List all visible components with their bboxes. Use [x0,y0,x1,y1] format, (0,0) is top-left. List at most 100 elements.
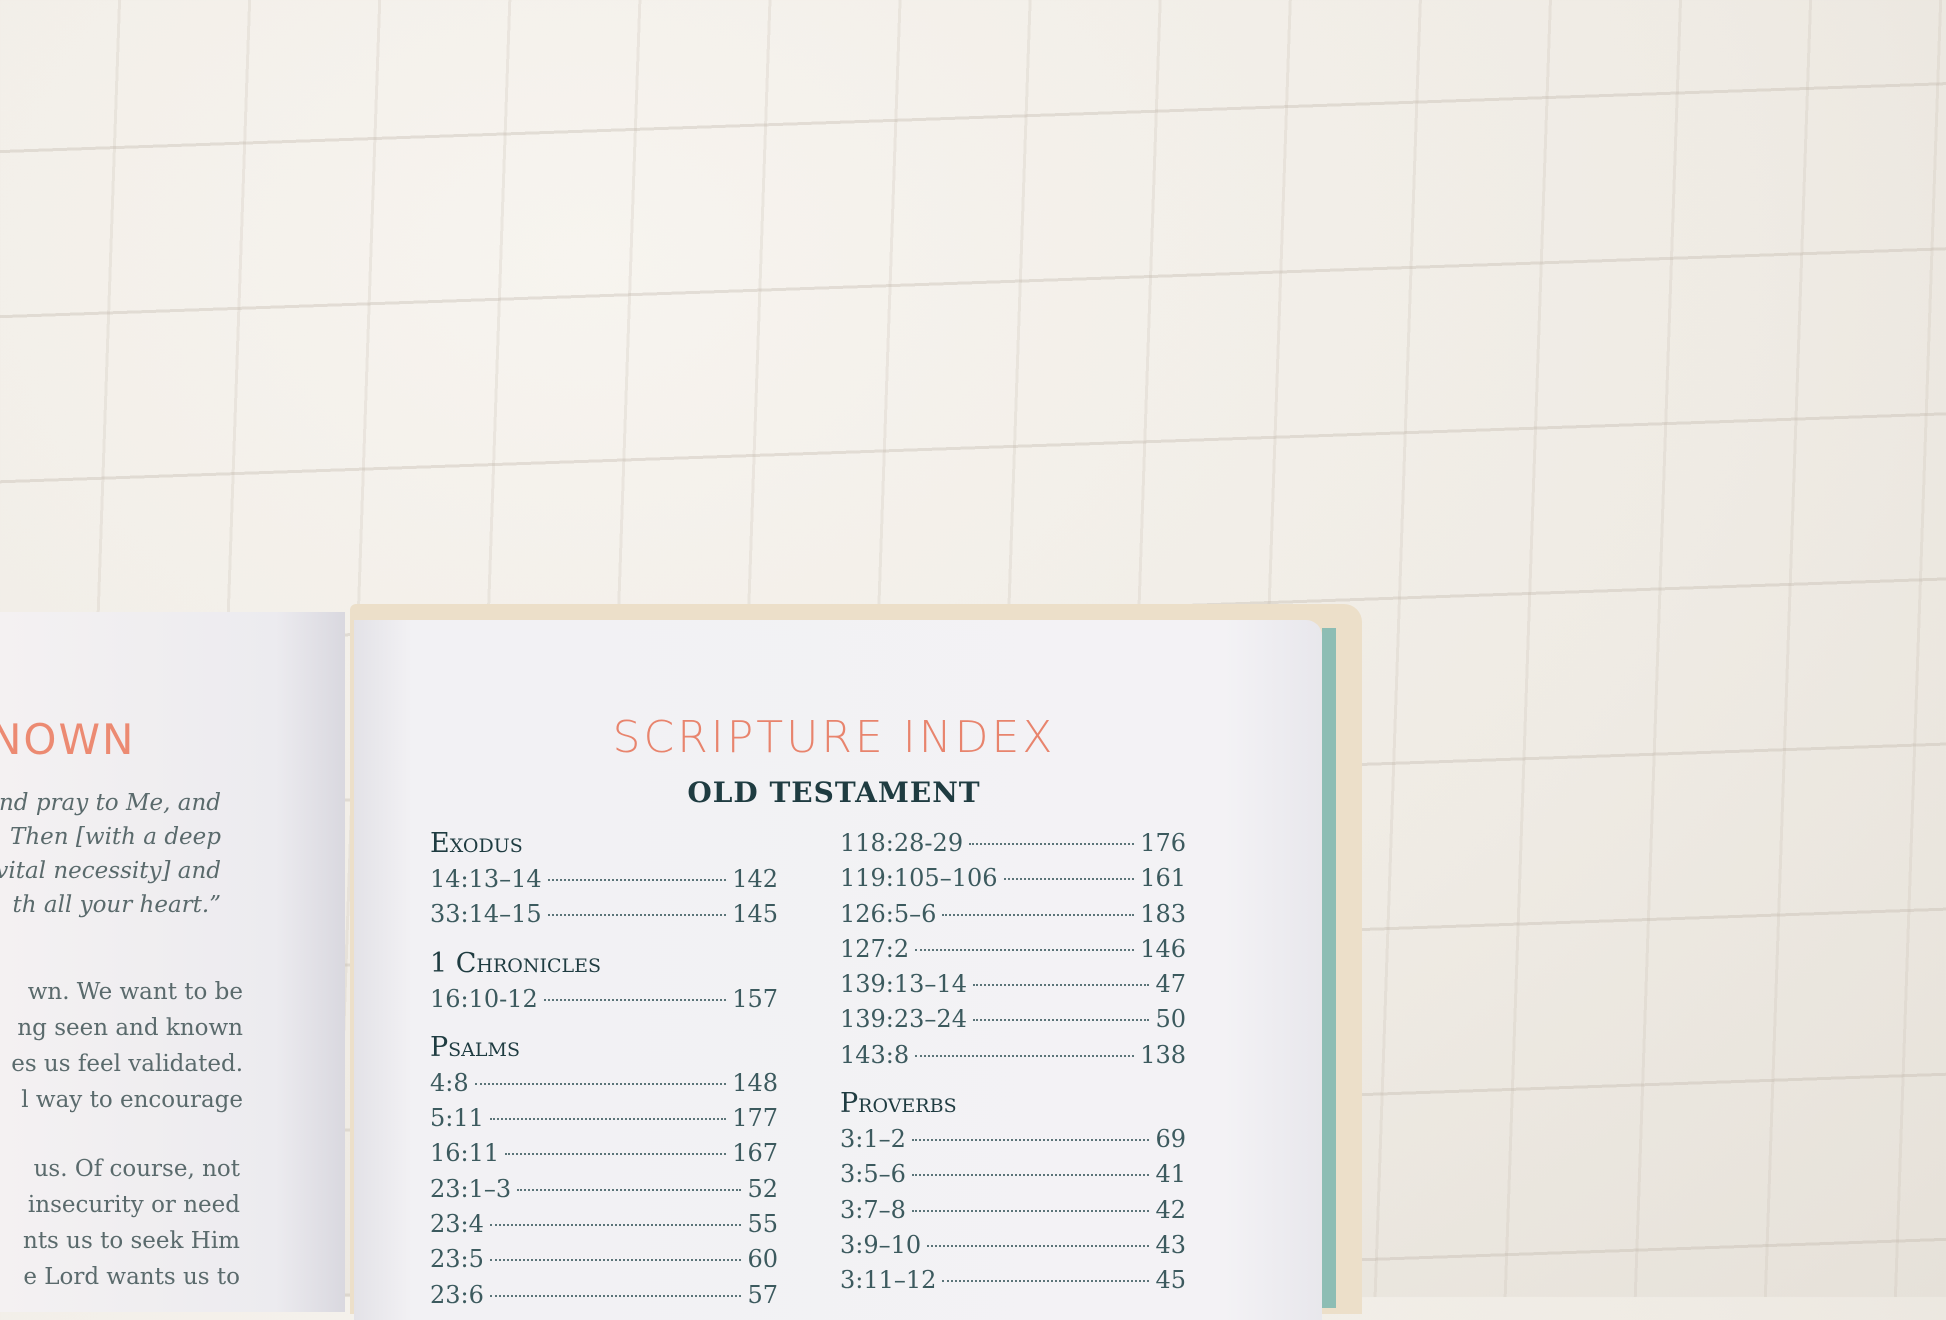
index-entry: 3:7–8 42 [840,1193,1186,1228]
page-number: 148 [732,1068,778,1097]
left-page-heading: NOWN [0,715,136,764]
verse-reference: 3:11–12 [840,1266,937,1295]
verse-reference: 23:1–3 [430,1174,512,1203]
index-entry: 4:8 148 [430,1066,778,1101]
verse-reference: 23:4 [430,1210,484,1239]
dot-leader [1003,878,1135,881]
dot-leader [547,914,727,917]
book-heading: Psalms [430,1031,520,1063]
index-entry: 139:23–24 50 [840,1002,1186,1037]
book-teal-edge [1322,628,1336,1308]
index-entry: 23:4 55 [430,1207,778,1242]
book-heading: Exodus [430,828,523,859]
dot-leader [942,1280,1150,1283]
dot-leader [911,1209,1150,1212]
verse-reference: 4:8 [430,1068,469,1097]
verse-reference: 16:11 [430,1139,500,1168]
left-page-line: e Lord wants us to [23,1264,240,1290]
index-entry: 23:5 60 [430,1242,778,1277]
page-number: 138 [1140,1040,1186,1069]
page-number: 177 [732,1104,778,1133]
verse-reference: 16:10-12 [430,984,538,1013]
dot-leader [505,1153,727,1156]
index-entry: 23:6 57 [430,1278,778,1313]
left-page-line: Then [with a deep [10,824,221,850]
verse-reference: 23:5 [430,1245,484,1274]
index-entry: 23:1–3 52 [430,1172,778,1207]
page-number: 142 [732,865,778,893]
left-page-line: wn. We want to be [27,979,243,1005]
left-page-line: ng seen and known [17,1015,243,1041]
page-number: 42 [1155,1195,1186,1224]
index-entry: 3:11–12 45 [840,1263,1186,1298]
left-page-line: us. Of course, not [33,1156,240,1182]
verse-reference: 119:105–106 [840,864,998,893]
page-number: 45 [1155,1266,1186,1295]
dot-leader [915,1054,1135,1057]
dot-leader [911,1139,1150,1142]
left-page-line: l way to encourage [21,1087,243,1113]
dot-leader [547,879,727,881]
verse-reference: 127:2 [840,934,910,963]
page-title: SCRIPTURE INDEX [612,712,1056,763]
left-page-line: nd pray to Me, and [0,790,221,816]
page-number: 157 [732,984,778,1013]
dot-leader [489,1118,727,1121]
page-number: 161 [1140,864,1186,893]
page-number: 60 [747,1245,778,1274]
dot-leader [543,998,727,1001]
verse-reference: 23:6 [430,1280,484,1309]
page-number: 52 [747,1174,778,1203]
dot-leader [517,1188,742,1191]
dot-leader [911,1174,1150,1177]
index-entry: 33:14–15 145 [430,897,778,932]
index-entry: 126:5–6 183 [840,897,1186,932]
page-number: 41 [1155,1160,1186,1189]
dot-leader [972,1019,1150,1022]
page-number: 146 [1140,934,1186,963]
dot-leader [969,843,1135,845]
page-number: 47 [1155,970,1186,999]
verse-reference: 126:5–6 [840,899,937,928]
dot-leader [942,913,1135,916]
dot-leader [915,948,1135,951]
page-number: 55 [747,1210,778,1239]
verse-reference: 118:28-29 [840,829,964,857]
index-entry: 139:13–14 47 [840,967,1186,1002]
index-entry: 3:5–6 41 [840,1157,1186,1192]
index-column-left: Exodus 14:13–14 142 33:14–15 145 1 Chronicles… [430,826,778,1313]
dot-leader [489,1294,742,1297]
page-number: 43 [1155,1230,1186,1259]
page-number: 50 [1155,1005,1186,1034]
dot-leader [972,984,1150,987]
book-heading: 1 Chronicles [430,947,602,979]
verse-reference: 3:5–6 [840,1160,906,1189]
section-subtitle: OLD TESTAMENT [687,776,981,809]
page-number: 57 [747,1280,778,1309]
dot-leader [474,1082,727,1085]
left-page-line: vital necessity] and [0,858,221,884]
verse-reference: 3:1–2 [840,1125,906,1154]
index-entry: 16:11 167 [430,1136,778,1171]
index-entry: 3:9–10 43 [840,1228,1186,1263]
page-number: 145 [732,900,778,929]
dot-leader [927,1244,1150,1247]
left-page [0,612,345,1312]
left-page-line: es us feel validated. [11,1051,243,1077]
index-entry: 118:28-29 176 [840,826,1186,861]
index-entry: 143:8 138 [840,1038,1186,1073]
verse-reference: 139:23–24 [840,1005,967,1034]
verse-reference: 143:8 [840,1040,910,1069]
page-number: 176 [1140,829,1186,857]
index-column-right: 118:28-29 176 119:105–106 161 126:5–6 183 127:… [840,826,1186,1299]
page-number: 69 [1155,1125,1186,1154]
page-number: 167 [732,1139,778,1168]
verse-reference: 5:11 [430,1104,484,1133]
dot-leader [489,1259,742,1262]
index-entry: 3:1–2 69 [840,1122,1186,1157]
index-entry: 14:13–14 142 [430,862,778,897]
left-page-line: insecurity or need [27,1192,240,1218]
left-page-line: nts us to seek Him [23,1228,240,1254]
right-page [354,620,1322,1320]
page-number: 183 [1140,899,1186,928]
